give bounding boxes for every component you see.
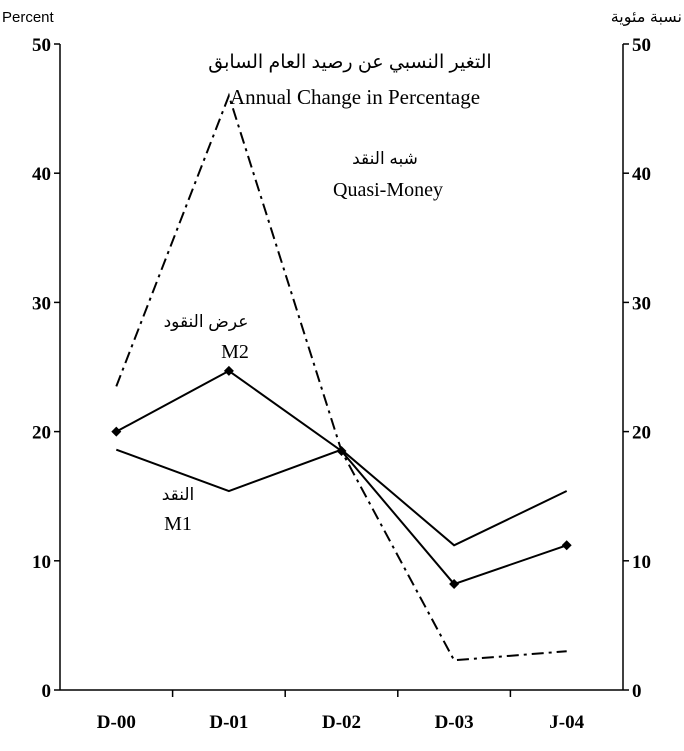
y-tick-label-left: 20: [32, 423, 51, 444]
y-tick-label-right: 30: [632, 293, 651, 314]
series-label-m2: M2: [221, 341, 249, 363]
data-point-m2: [561, 540, 572, 551]
chart-title: Annual Change in Percentage: [230, 85, 480, 109]
series-label-quasi-money-arabic: شبه النقد: [352, 149, 418, 168]
series-label-m2-arabic: عرض النقود: [164, 312, 249, 331]
data-point-m2: [223, 365, 234, 376]
x-tick-label: D-01: [209, 712, 248, 733]
x-tick-label: D-03: [435, 712, 474, 733]
series-label-quasi-money: Quasi-Money: [333, 179, 443, 201]
y-tick-label-left: 40: [32, 164, 51, 185]
y-axis-label-left: Percent: [2, 9, 55, 26]
series-line-m1: [115, 448, 568, 547]
y-tick-label-left: 0: [42, 681, 52, 702]
x-ticks: D-00 D-01 D-02 D-03 J-04: [97, 690, 585, 733]
x-tick-label: D-02: [322, 712, 361, 733]
y-tick-label-right: 10: [632, 552, 651, 573]
y-tick-label-right: 50: [632, 35, 651, 56]
series-label-m1: M1: [164, 513, 192, 535]
y-axis-label-right: نسبة مئوية: [611, 9, 682, 27]
y-tick-label-left: 30: [32, 293, 51, 314]
data-point-m2: [111, 426, 122, 437]
y-tick-label-left: 50: [32, 35, 51, 56]
y-tick-label-left: 10: [32, 552, 51, 573]
series-layer: [111, 92, 572, 662]
y-ticks-right: 0 10 20 30 40 50: [623, 35, 651, 702]
x-tick-label: J-04: [549, 712, 584, 733]
data-point-m2: [449, 579, 460, 590]
x-tick-label: D-00: [97, 712, 136, 733]
y-tick-label-right: 0: [632, 681, 642, 702]
y-tick-label-right: 20: [632, 423, 651, 444]
y-tick-label-right: 40: [632, 164, 651, 185]
series-label-m1-arabic: النقد: [162, 485, 195, 504]
y-ticks-left: 0 10 20 30 40 50: [32, 35, 60, 702]
series-line-m2: [115, 369, 568, 586]
chart-title-arabic: التغير النسبي عن رصيد العام السابق: [208, 52, 491, 73]
